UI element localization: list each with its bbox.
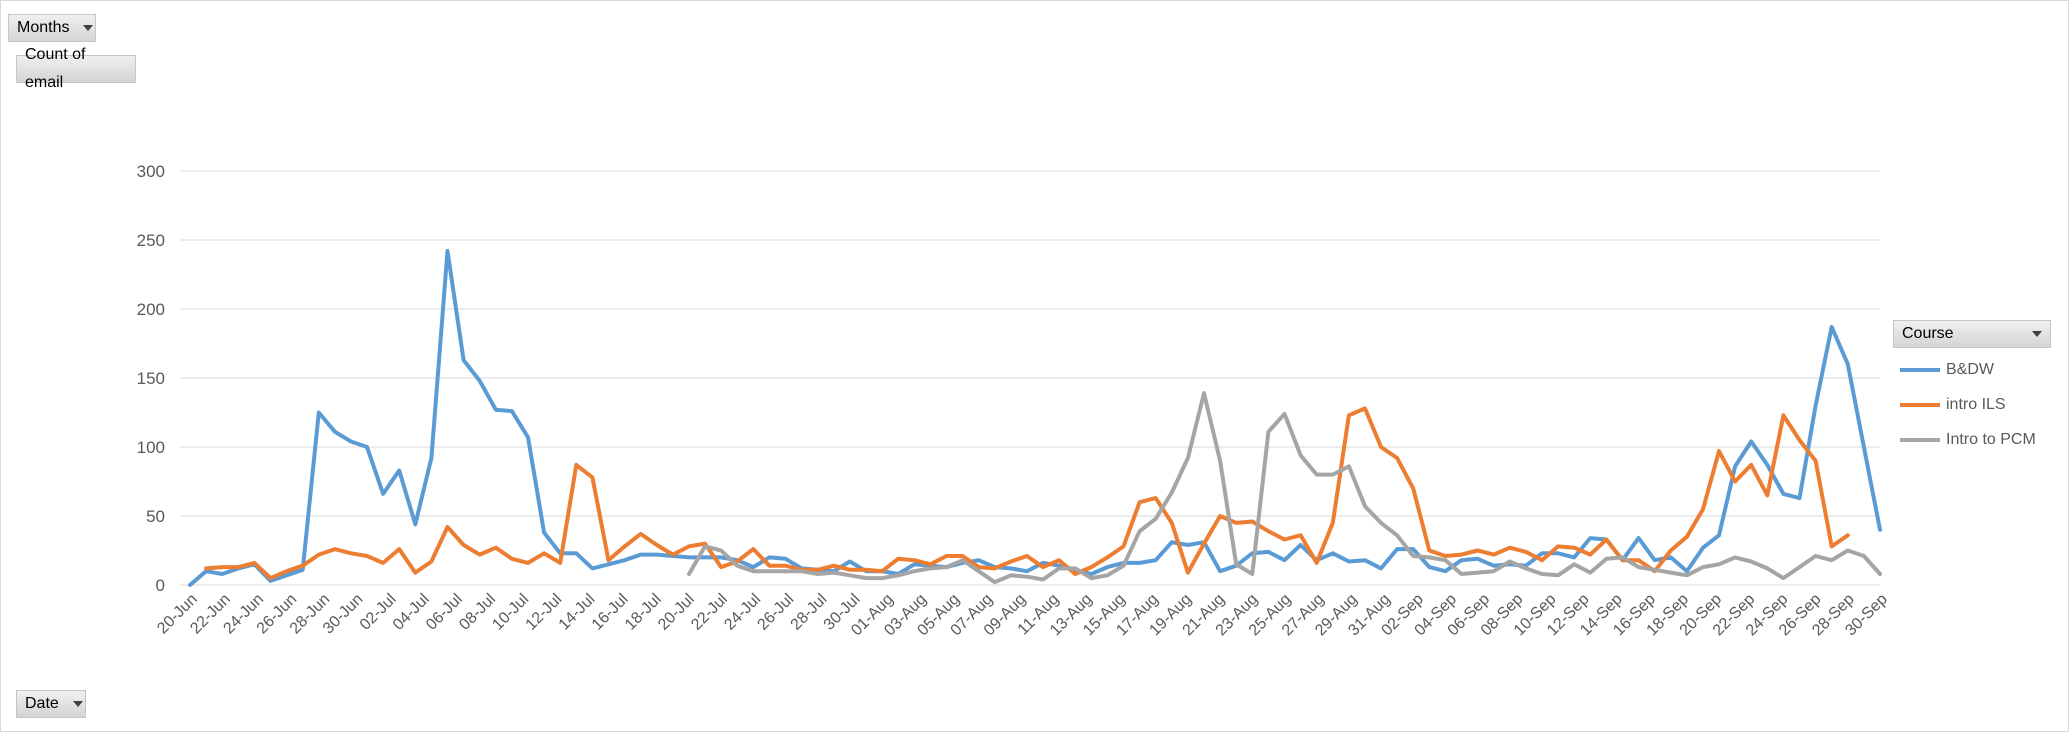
dropdown-arrow-icon [83,25,94,31]
legend-label: B&DW [1946,360,1994,378]
legend-swatch [1900,402,1940,407]
date-filter-label: Date [25,695,59,712]
legend-label: Intro to PCM [1946,430,2036,448]
values-field-label: Count of email [25,46,86,91]
course-filter-label: Course [1902,325,1954,342]
course-legend-filter-button[interactable]: Course [1893,320,2051,348]
legend-item: intro ILS [1900,387,2036,422]
date-axis-filter-button[interactable]: Date [16,690,86,718]
chart-legend: B&DW intro ILS Intro to PCM [1900,352,2036,457]
legend-swatch [1900,437,1940,442]
dropdown-arrow-icon [2032,331,2042,337]
months-filter-button[interactable]: Months [8,14,96,42]
legend-item: Intro to PCM [1900,422,2036,457]
legend-label: intro ILS [1946,395,2006,413]
dropdown-arrow-icon [72,701,83,707]
legend-swatch [1900,367,1940,372]
legend-item: B&DW [1900,352,2036,387]
values-field-button[interactable]: Count of email [16,46,136,91]
months-filter-label: Months [17,19,70,36]
